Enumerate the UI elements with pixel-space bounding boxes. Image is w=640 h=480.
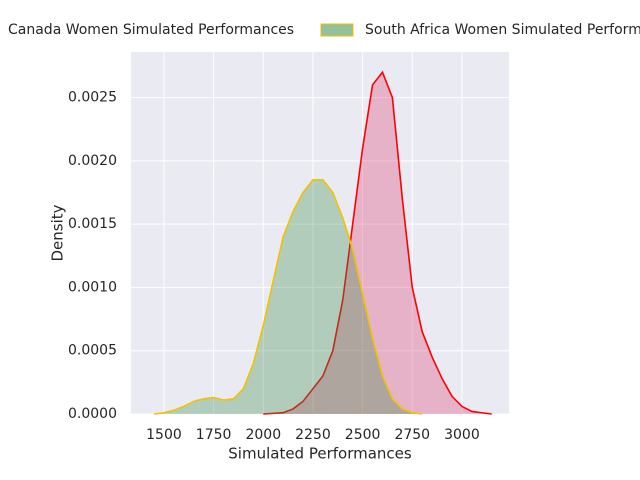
- density-area: [154, 179, 423, 414]
- density-line: [153, 179, 423, 415]
- y-tick-label: 0.0015: [68, 216, 117, 232]
- y-tick-label: 0.0010: [68, 279, 117, 295]
- y-tick-label: 0.0000: [68, 406, 117, 422]
- x-tick-label: 2500: [345, 427, 381, 443]
- x-tick-label: 2750: [394, 427, 430, 443]
- plot-area: [131, 52, 509, 414]
- legend-label: Canada Women Simulated Performances: [8, 22, 294, 38]
- y-axis-label: Density: [49, 204, 67, 261]
- x-tick-label: 2250: [295, 427, 331, 443]
- x-axis-label: Simulated Performances: [228, 445, 412, 463]
- y-tick-label: 0.0005: [68, 343, 117, 359]
- density-line: [263, 70, 492, 415]
- y-tick-label: 0.0020: [68, 153, 117, 169]
- x-tick-label: 1500: [146, 427, 182, 443]
- density-area: [263, 72, 492, 415]
- legend-swatch: [320, 23, 354, 37]
- x-tick-label: 3000: [444, 427, 480, 443]
- x-tick-label: 2000: [245, 427, 281, 443]
- y-tick-label: 0.0025: [68, 90, 117, 106]
- x-tick-label: 1750: [196, 427, 232, 443]
- legend-label: South Africa Women Simulated Performance…: [365, 22, 640, 38]
